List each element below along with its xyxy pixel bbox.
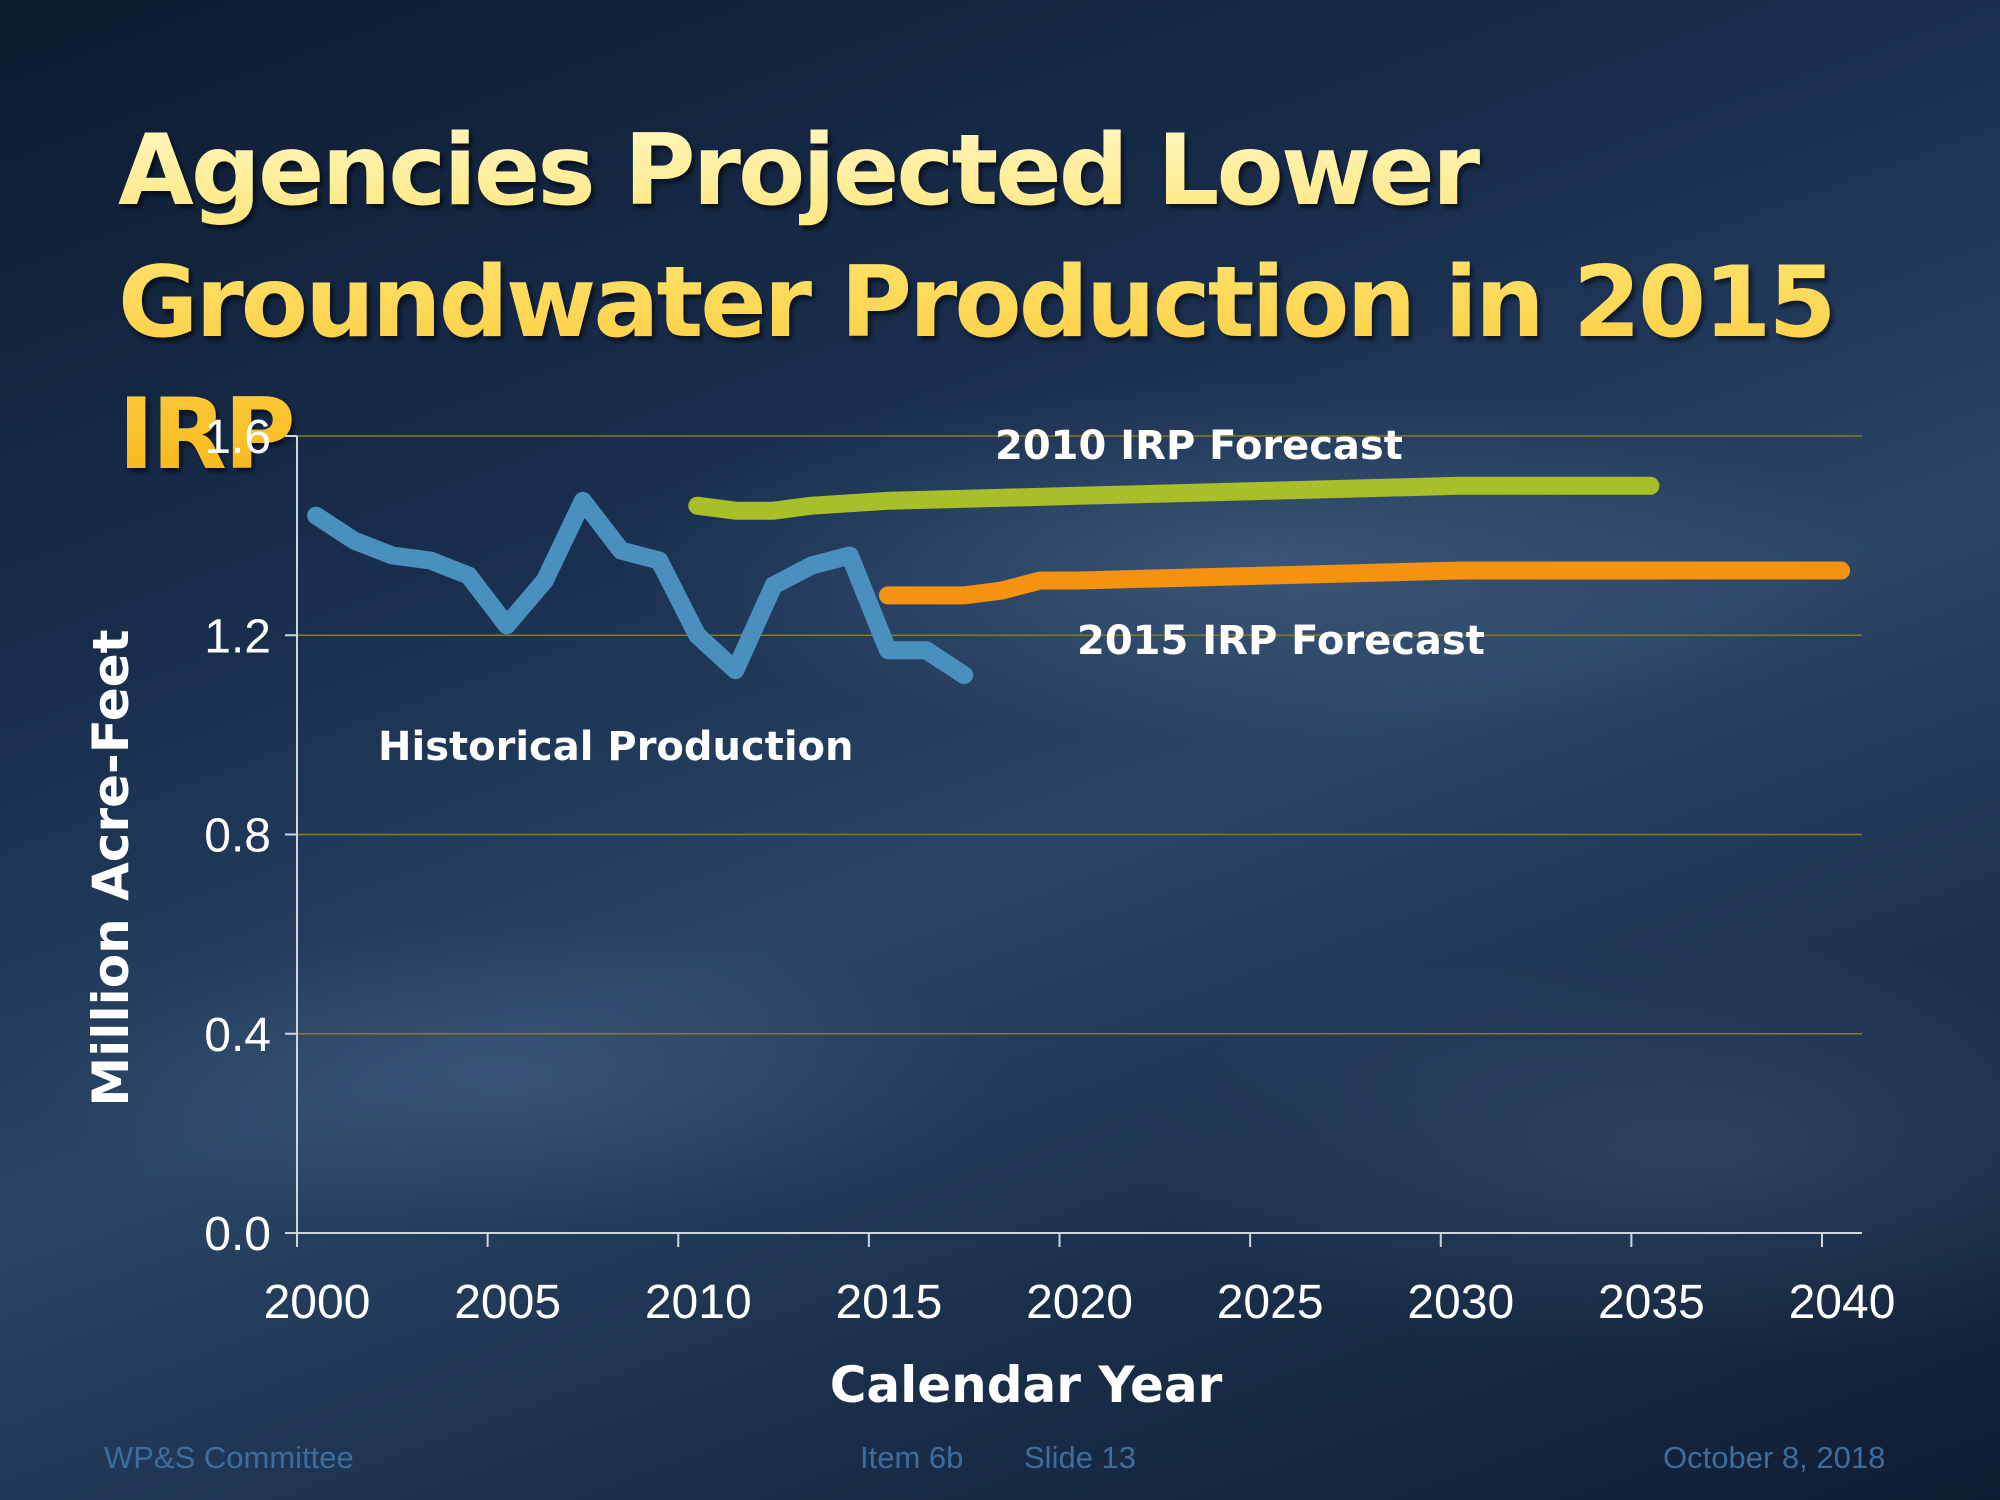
label-2015-irp-forecast: 2015 IRP Forecast bbox=[1077, 618, 1485, 664]
y-tick-label: 0.0 bbox=[204, 1208, 271, 1261]
line-historical-production bbox=[307, 491, 974, 685]
x-tick-label: 2040 bbox=[1789, 1276, 1896, 1329]
y-tick-label: 1.6 bbox=[204, 411, 271, 464]
label-2010-irp-forecast: 2010 IRP Forecast bbox=[995, 423, 1403, 469]
y-tick-label: 0.8 bbox=[204, 810, 271, 863]
x-tick-label: 2010 bbox=[645, 1276, 752, 1329]
x-tick-label: 2030 bbox=[1407, 1276, 1514, 1329]
footer-item-number: Item 6b bbox=[860, 1440, 964, 1475]
x-tick-label: 2015 bbox=[835, 1276, 942, 1329]
y-tick-label: 0.4 bbox=[204, 1009, 271, 1062]
x-tick-label: 2020 bbox=[1026, 1276, 1133, 1329]
footer-date: October 8, 2018 bbox=[1663, 1440, 1886, 1475]
axes: 0.0 0.4 0.8 1.2 1.6 2000 2005 2010 2015 2020 2025 2… bbox=[204, 411, 1895, 1329]
x-axis-title: Calendar Year bbox=[830, 1356, 1223, 1414]
gridlines bbox=[297, 435, 1862, 1035]
line-2015-irp-forecast bbox=[878, 561, 1851, 605]
x-tick-label: 2025 bbox=[1217, 1276, 1324, 1329]
y-tick-label: 1.2 bbox=[204, 610, 271, 663]
label-historical-production: Historical Production bbox=[378, 724, 854, 770]
footer-committee: WP&S Committee bbox=[104, 1440, 354, 1475]
x-tick-label: 2005 bbox=[454, 1276, 561, 1329]
footer-slide-number: Slide 13 bbox=[1024, 1440, 1137, 1475]
series-lines bbox=[307, 476, 1851, 685]
x-tick-label: 2000 bbox=[264, 1276, 371, 1329]
line-2010-irp-forecast bbox=[688, 476, 1660, 520]
x-tick-label: 2035 bbox=[1598, 1276, 1705, 1329]
y-axis-title: Million Acre-Feet bbox=[82, 629, 140, 1106]
